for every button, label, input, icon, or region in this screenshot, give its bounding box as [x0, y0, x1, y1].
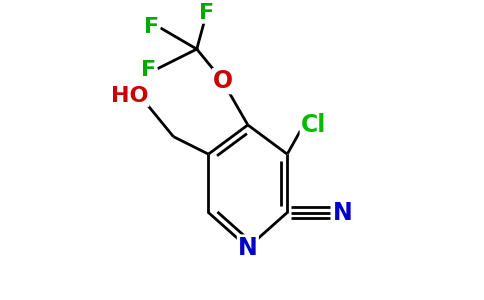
- Text: HO: HO: [111, 86, 149, 106]
- Text: O: O: [213, 69, 233, 93]
- Text: Cl: Cl: [301, 113, 326, 137]
- Text: N: N: [333, 200, 352, 224]
- Text: F: F: [144, 17, 159, 37]
- Text: N: N: [238, 236, 257, 260]
- Text: F: F: [141, 59, 156, 80]
- Text: F: F: [199, 3, 214, 22]
